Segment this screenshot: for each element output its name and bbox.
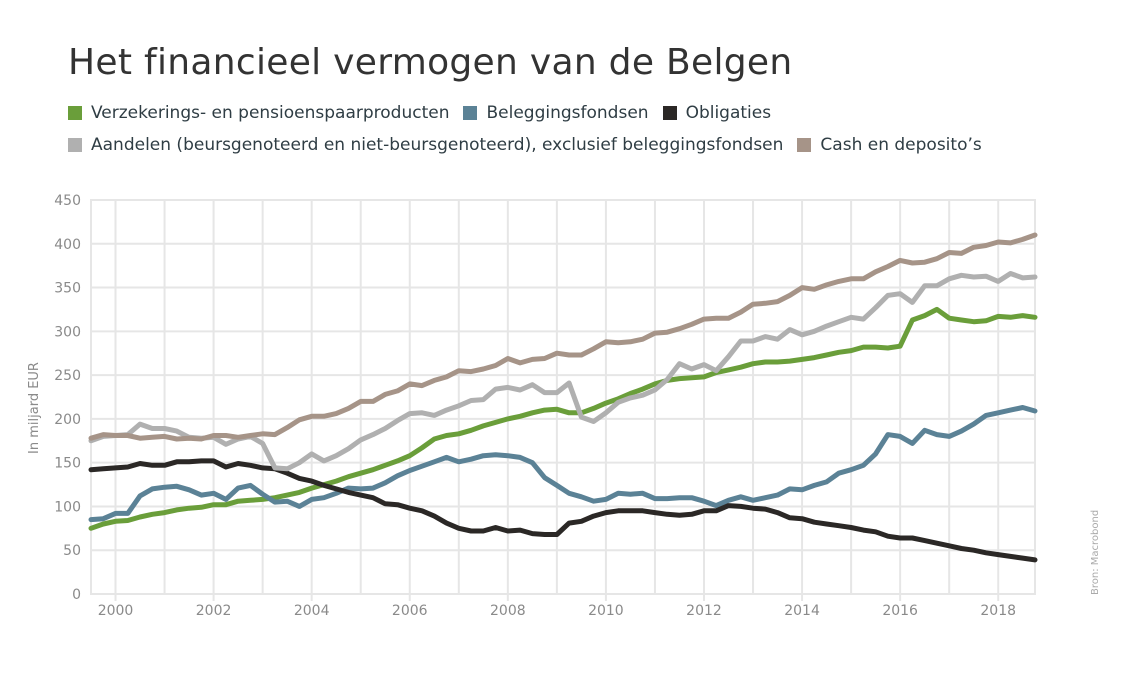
legend-item-beleggingsfondsen: Beleggingsfondsen xyxy=(463,103,649,123)
legend-swatch-obligaties xyxy=(662,106,677,120)
x-tick-label: 2014 xyxy=(784,603,820,619)
y-tick-label: 350 xyxy=(54,281,81,297)
legend-swatch-beleggingsfondsen xyxy=(463,106,478,120)
x-tick-label: 2018 xyxy=(980,603,1016,619)
x-axis: 2000 2002 2004 2006 2008 2010 2012 2014 2016 2018 xyxy=(98,594,1016,619)
y-tick-label: 150 xyxy=(54,456,81,472)
legend-label-cash: Cash en deposito’s xyxy=(820,135,982,155)
y-tick-label: 250 xyxy=(54,368,81,384)
chart-series xyxy=(88,232,1038,563)
series-line-verzekeringen xyxy=(88,306,1038,531)
series-line-cash xyxy=(88,232,1038,442)
series-line-aandelen xyxy=(88,271,1038,472)
y-tick-label: 450 xyxy=(54,193,81,209)
legend-row-1: Verzekerings- en pensioenspaarproducten … xyxy=(68,103,785,123)
legend-label-aandelen: Aandelen (beursgenoteerd en niet-beursge… xyxy=(91,135,784,155)
x-tick-label: 2008 xyxy=(490,603,526,619)
x-tick-label: 2012 xyxy=(686,603,722,619)
legend-label-obligaties: Obligaties xyxy=(685,103,772,123)
legend-item-cash: Cash en deposito’s xyxy=(797,135,982,155)
y-tick-label: 400 xyxy=(54,237,81,253)
legend-row-2: Aandelen (beursgenoteerd en niet-beursge… xyxy=(68,135,996,155)
chart-title: Het financieel vermogen van de Belgen xyxy=(68,42,793,83)
x-tick-label: 2000 xyxy=(98,603,134,619)
y-axis: 0 50 100 150 200 250 300 350 400 450 xyxy=(54,193,81,603)
y-tick-label: 200 xyxy=(54,412,81,428)
y-tick-label: 50 xyxy=(63,543,81,559)
x-tick-label: 2002 xyxy=(196,603,232,619)
legend-swatch-cash xyxy=(797,138,812,152)
x-tick-label: 2010 xyxy=(588,603,624,619)
legend-label-beleggingsfondsen: Beleggingsfondsen xyxy=(486,103,649,123)
series-line-beleggingsfondsen xyxy=(88,405,1038,523)
y-axis-label: In miljard EUR xyxy=(27,362,42,454)
legend-label-verzekeringen: Verzekerings- en pensioenspaarproducten xyxy=(91,103,450,123)
x-tick-label: 2006 xyxy=(392,603,428,619)
x-tick-label: 2016 xyxy=(882,603,918,619)
y-tick-label: 100 xyxy=(54,499,81,515)
x-tick-label: 2004 xyxy=(294,603,330,619)
legend-item-obligaties: Obligaties xyxy=(662,103,772,123)
legend-item-aandelen: Aandelen (beursgenoteerd en niet-beursge… xyxy=(68,135,783,155)
legend-item-verzekeringen: Verzekerings- en pensioenspaarproducten xyxy=(68,103,449,123)
series-line-obligaties xyxy=(88,458,1038,563)
source-note: Bron: Macrobond xyxy=(1090,509,1101,595)
legend-swatch-aandelen xyxy=(68,138,82,152)
y-tick-label: 0 xyxy=(72,587,81,603)
legend-swatch-verzekeringen xyxy=(68,106,82,120)
y-tick-label: 300 xyxy=(54,324,81,340)
